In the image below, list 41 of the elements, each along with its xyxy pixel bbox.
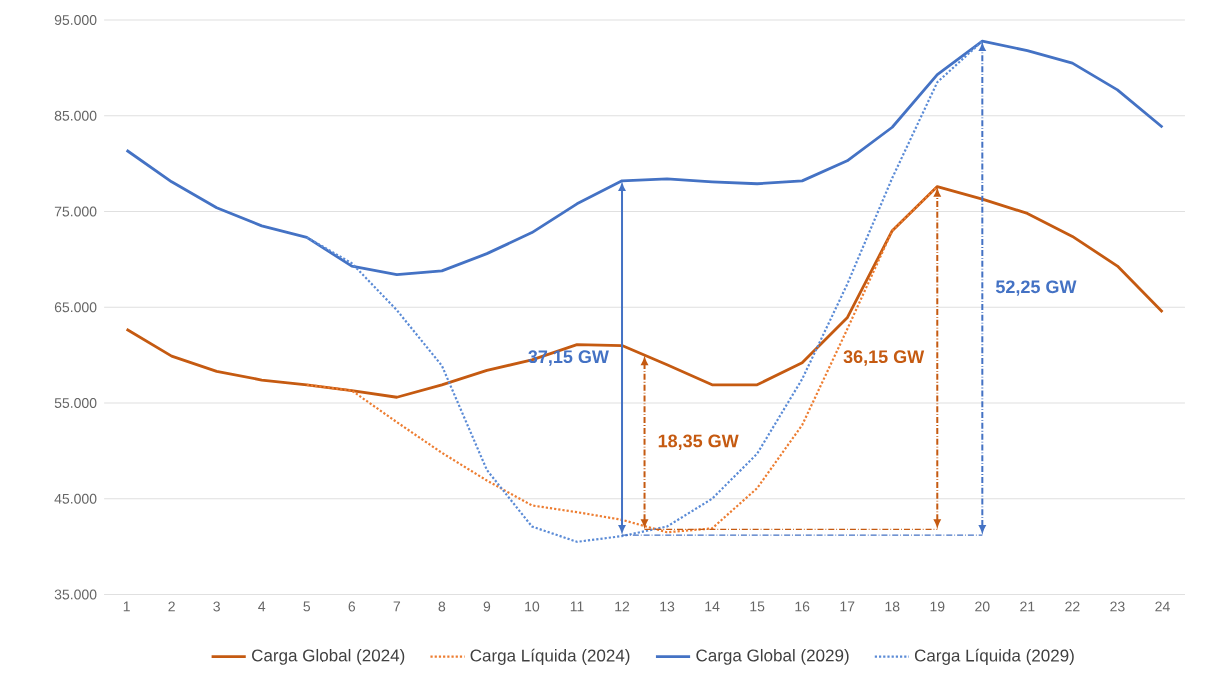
x-tick-label: 6: [348, 601, 356, 612]
y-tick-label: 85.000: [54, 111, 97, 121]
x-tick-label: 5: [303, 601, 311, 612]
x-tick-label: 18: [885, 601, 900, 612]
legend-label: Carga Líquida (2029): [914, 649, 1074, 666]
y-tick-label: 55.000: [54, 398, 97, 409]
y-tick-label: 45.000: [54, 494, 97, 504]
ref-line-label: 36,15 GW: [843, 350, 925, 366]
ref-line-label: 37,15 GW: [528, 350, 609, 366]
ref-line-label: 18,35 GW: [658, 434, 739, 451]
x-tick-label: 7: [393, 601, 401, 612]
x-tick-label: 21: [1020, 601, 1035, 612]
line-series: [125, 39, 1164, 277]
x-tick-label: 2: [168, 601, 175, 612]
x-tick-label: 16: [795, 601, 810, 612]
x-tick-label: 17: [840, 601, 855, 612]
x-tick-label: 14: [705, 601, 720, 612]
ref-line-label: 52,25 GW: [995, 280, 1077, 296]
x-tick-label: 22: [1065, 601, 1080, 612]
x-tick-label: 23: [1110, 601, 1125, 612]
x-tick-label: 4: [258, 601, 266, 612]
x-tick-label: 24: [1155, 601, 1170, 612]
x-tick-label: 9: [483, 601, 491, 612]
y-tick-label: 95.000: [54, 15, 97, 26]
x-tick-label: 15: [750, 601, 765, 612]
legend-label: Carga Líquida (2024): [470, 649, 630, 666]
x-tick-label: 20: [975, 601, 990, 612]
x-tick-label: 11: [570, 601, 584, 612]
line-series: [125, 185, 1164, 399]
y-tick-label: 65.000: [54, 302, 97, 313]
x-tick-label: 19: [930, 601, 945, 612]
legend-label: Carga Global (2029): [696, 649, 849, 666]
y-tick-label: 35.000: [54, 589, 97, 600]
x-tick-label: 10: [525, 601, 540, 612]
x-tick-label: 8: [438, 601, 446, 612]
x-tick-label: 1: [123, 601, 130, 612]
x-tick-label: 13: [660, 601, 675, 612]
x-tick-label: 12: [615, 601, 630, 612]
x-tick-label: 3: [213, 601, 220, 612]
legend-label: Carga Global (2024): [252, 649, 405, 666]
y-tick-label: 75.000: [54, 206, 97, 217]
